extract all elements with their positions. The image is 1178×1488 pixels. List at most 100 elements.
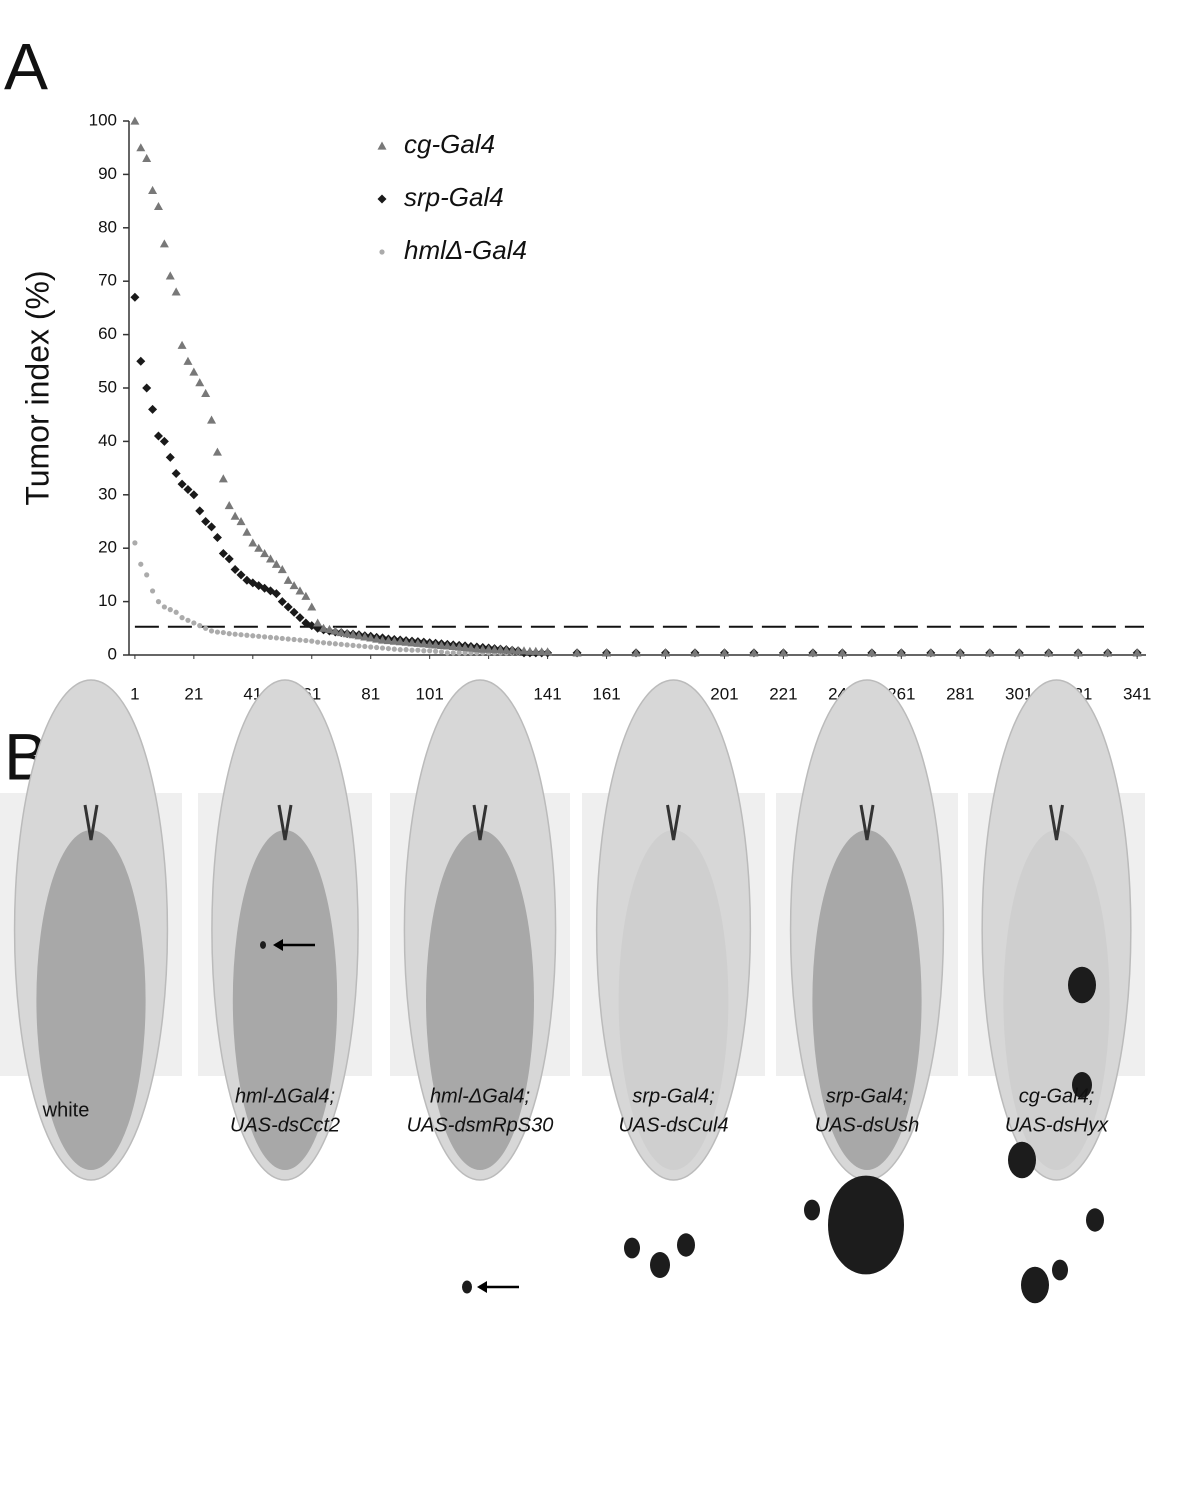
data-point — [254, 543, 264, 552]
data-point — [484, 644, 494, 653]
data-point — [401, 637, 411, 646]
data-point — [197, 623, 203, 629]
y-tick-label: 10 — [98, 591, 117, 610]
legend-label: hmlΔ-Gal4 — [404, 235, 527, 265]
caption: srp-Gal4; — [632, 1085, 714, 1107]
data-point — [472, 644, 482, 653]
data-point — [444, 650, 450, 656]
data-point — [307, 602, 317, 611]
x-tick-label: 1 — [130, 684, 139, 703]
data-point — [207, 415, 217, 424]
data-point — [289, 607, 299, 617]
tumor — [1021, 1266, 1049, 1304]
data-point — [319, 623, 329, 632]
legend-marker — [377, 141, 387, 150]
data-point — [248, 538, 258, 547]
data-point — [218, 549, 228, 559]
y-tick-label: 70 — [98, 271, 117, 290]
data-point — [244, 632, 250, 638]
data-point — [466, 643, 476, 652]
data-point — [224, 554, 234, 564]
data-point — [342, 629, 352, 638]
data-point — [719, 648, 729, 657]
caption: hml-ΔGal4; — [235, 1085, 335, 1107]
data-point — [189, 367, 199, 376]
data-point — [242, 527, 252, 536]
data-point — [442, 641, 452, 650]
data-point — [537, 647, 547, 656]
data-point — [214, 629, 221, 635]
legend-label: srp-Gal4 — [404, 182, 504, 212]
data-point — [456, 650, 462, 656]
data-point — [436, 640, 446, 649]
data-point — [285, 636, 291, 642]
tumor — [677, 1233, 695, 1257]
caption: UAS-dsmRpS30 — [407, 1114, 554, 1136]
data-point — [395, 637, 405, 646]
data-point — [153, 431, 163, 441]
data-point — [236, 517, 246, 526]
data-point — [421, 648, 427, 654]
data-point — [271, 589, 281, 599]
data-point — [808, 648, 818, 657]
data-point — [262, 634, 268, 640]
data-point — [289, 581, 299, 590]
caption: hml-ΔGal4; — [430, 1085, 530, 1107]
panel-label: A — [4, 29, 48, 103]
tumor — [650, 1252, 670, 1278]
data-point — [690, 648, 700, 657]
data-point — [454, 642, 464, 651]
data-point — [490, 645, 500, 654]
data-point — [460, 643, 470, 652]
data-point — [177, 479, 187, 489]
tumor — [804, 1199, 820, 1221]
larva-mouthhooks — [277, 804, 293, 841]
data-point — [385, 645, 392, 652]
data-point — [230, 565, 240, 575]
larva-gut — [426, 830, 534, 1170]
data-point — [224, 500, 234, 510]
data-point — [201, 388, 211, 397]
data-point — [295, 586, 305, 595]
data-point — [238, 632, 244, 638]
data-point — [315, 639, 321, 645]
data-point — [207, 522, 217, 532]
data-point — [218, 474, 228, 483]
tumor — [828, 1175, 904, 1275]
data-point — [301, 591, 311, 600]
larva-gut — [232, 830, 338, 1170]
data-point — [1103, 648, 1113, 657]
data-point — [1014, 648, 1024, 657]
data-point — [142, 153, 152, 162]
data-point — [354, 631, 364, 640]
data-point — [136, 143, 146, 152]
data-point — [279, 635, 285, 642]
data-point — [438, 649, 445, 655]
data-point — [415, 647, 421, 653]
data-point — [138, 561, 144, 567]
data-point — [136, 356, 146, 366]
data-point — [267, 634, 274, 640]
data-point — [159, 436, 169, 446]
larva-gut — [618, 830, 729, 1170]
data-point — [413, 638, 423, 647]
data-point — [427, 648, 433, 654]
data-point — [495, 645, 505, 654]
data-point — [260, 549, 270, 558]
data-point — [462, 650, 468, 656]
data-point — [155, 599, 162, 605]
data-point — [265, 554, 275, 563]
data-point — [531, 646, 541, 655]
data-point — [513, 646, 523, 655]
data-point — [203, 625, 209, 631]
data-point — [338, 641, 344, 647]
data-point — [195, 506, 205, 516]
y-tick-label: 40 — [98, 431, 117, 450]
data-point — [955, 648, 965, 657]
data-point — [148, 185, 158, 195]
caption: srp-Gal4; — [826, 1085, 908, 1107]
data-point — [432, 648, 439, 654]
data-point — [320, 640, 327, 646]
data-point — [313, 618, 323, 627]
